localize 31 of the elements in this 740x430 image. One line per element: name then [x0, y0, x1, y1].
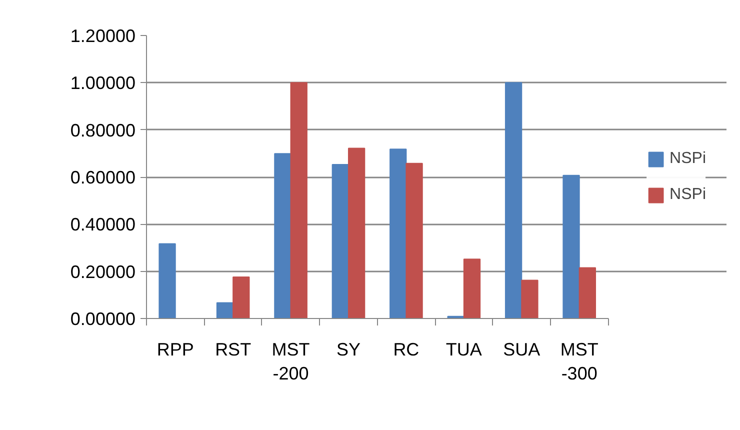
x-tick-label: SY	[336, 340, 360, 360]
bar	[504, 82, 522, 318]
bar	[158, 243, 176, 318]
x-tick-label: RPP	[156, 340, 194, 360]
y-tick-label: 0.20000	[70, 262, 136, 282]
bar	[406, 162, 423, 318]
y-tick-label: 0.60000	[70, 168, 136, 188]
y-tick-label: 0.40000	[70, 214, 136, 235]
bar	[390, 148, 407, 318]
bar	[521, 280, 538, 318]
y-tick-label: 0.00000	[70, 309, 136, 329]
x-tick-label: MST -200	[272, 340, 310, 384]
bar	[274, 153, 292, 318]
y-tick-label: 1.20000	[70, 26, 136, 46]
legend-label: NSPi	[670, 150, 706, 168]
bar	[290, 82, 308, 318]
bar	[332, 164, 349, 318]
bar	[216, 302, 234, 318]
bar	[562, 174, 580, 318]
y-tick-label: 0.80000	[70, 120, 136, 140]
y-tick-label: 1.00000	[70, 73, 136, 94]
bar	[348, 148, 366, 318]
x-tick-label: RC	[393, 340, 420, 360]
bar	[463, 258, 481, 318]
x-tick-label: RST	[215, 340, 252, 360]
x-tick-label: MST -300	[560, 340, 598, 384]
x-tick-label: TUA	[446, 340, 482, 360]
x-tick-label: SUA	[503, 340, 540, 360]
bar	[232, 276, 250, 318]
legend-label: NSPi	[670, 186, 706, 204]
bar	[578, 267, 596, 318]
